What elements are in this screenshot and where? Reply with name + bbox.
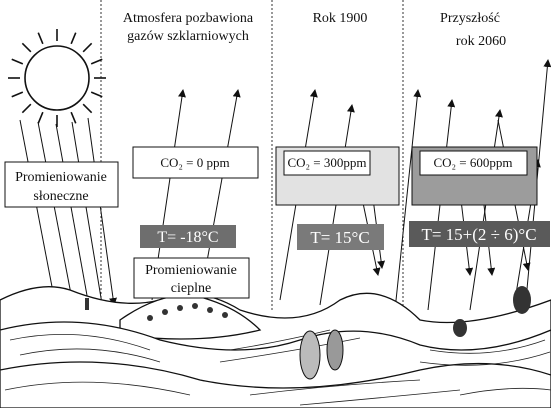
dividers [100, 0, 404, 320]
column-title: rok 2060 [456, 34, 506, 49]
temp-box [297, 224, 384, 250]
temp-label: T= 15+(2 ÷ 6)°C [421, 225, 536, 244]
sun-ray [21, 103, 32, 114]
column-title: Atmosfera pozbawiona [123, 11, 254, 26]
sun-ray [21, 42, 32, 53]
temp-box [140, 225, 236, 248]
sun-ray [37, 32, 44, 45]
thermal-label: Promieniowanie [145, 263, 237, 278]
column-title: gazów szklarniowych [127, 29, 249, 44]
sun-ray [90, 58, 103, 65]
column-title: Przyszłość [440, 11, 500, 26]
solar-rays [19, 117, 117, 319]
co2-label: CO₂ = 0 ppm [160, 155, 229, 170]
thermal-label: cieplne [171, 281, 211, 296]
solar-box [4, 161, 119, 208]
sun-ray [37, 111, 44, 124]
sun-ray [70, 111, 77, 124]
co2-inner [283, 150, 371, 176]
temp-label: T= 15°C [310, 228, 369, 247]
co2-inner [419, 150, 528, 176]
landscape [0, 286, 551, 408]
thermal-box [133, 257, 250, 299]
column-title: Rok 1900 [313, 11, 368, 26]
solar-label: słoneczne [33, 189, 88, 204]
sun-ray [11, 58, 24, 65]
sun-ray [11, 91, 24, 98]
co2-box [132, 146, 259, 179]
sun-ray [82, 103, 93, 114]
co2-label: CO₂ = 300ppm [287, 155, 366, 170]
temp-label: T= -18°C [157, 229, 218, 246]
sun [8, 29, 106, 127]
temp-box [409, 221, 550, 247]
sun-ray [82, 42, 93, 53]
sun-ray [70, 32, 77, 45]
sun-ray [90, 91, 103, 98]
co2-label: CO₂ = 600ppm [433, 155, 512, 170]
solar-label: Promieniowanie [15, 170, 107, 185]
